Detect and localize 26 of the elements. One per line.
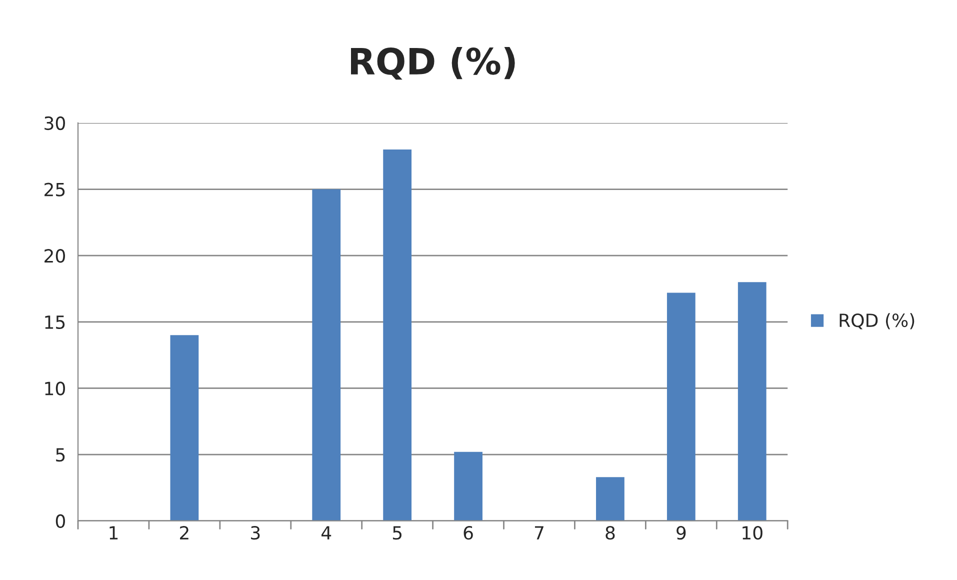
legend-label: RQD (%) xyxy=(840,313,914,330)
x-tick-label: 10 xyxy=(742,526,762,540)
bar xyxy=(170,335,199,521)
x-tick-label: 7 xyxy=(534,526,544,540)
bar xyxy=(596,477,624,521)
bar xyxy=(383,149,412,521)
bar xyxy=(312,189,341,521)
x-tick-label: 5 xyxy=(392,526,402,540)
y-tick-label: 10 xyxy=(45,382,65,396)
x-tick-label: 9 xyxy=(676,526,686,540)
bar xyxy=(454,452,482,521)
chart-title: RQD (%) xyxy=(350,46,515,80)
x-tick-label: 6 xyxy=(464,526,473,540)
y-tick-label: 5 xyxy=(56,448,65,462)
y-tick-label: 0 xyxy=(56,514,65,528)
x-tick-label: 4 xyxy=(322,526,332,540)
x-tick-label: 8 xyxy=(606,526,615,540)
y-tick-label: 25 xyxy=(44,182,65,196)
x-tick-label: 1 xyxy=(110,526,118,540)
y-tick-label: 15 xyxy=(45,316,65,330)
y-tick-label: 30 xyxy=(44,116,65,130)
y-tick-label: 20 xyxy=(44,249,65,263)
x-tick-label: 3 xyxy=(251,526,260,540)
x-tick-label: 2 xyxy=(180,526,188,540)
bar xyxy=(738,282,766,521)
bar xyxy=(666,292,696,521)
